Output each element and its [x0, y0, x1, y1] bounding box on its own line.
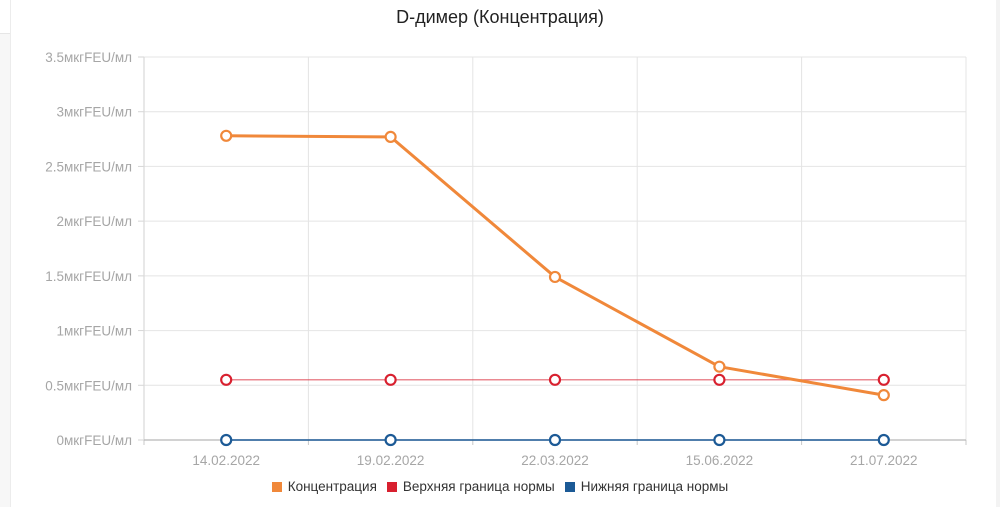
data-point-marker[interactable] — [713, 433, 726, 447]
data-point-marker[interactable] — [548, 433, 562, 447]
data-point-marker[interactable] — [713, 360, 726, 373]
x-tick-label: 14.02.2022 — [192, 453, 260, 468]
legend-swatch-icon — [271, 481, 282, 492]
x-tick-label: 21.07.2022 — [850, 453, 918, 468]
series-concentration — [220, 129, 890, 402]
chart-legend: Концентрация Верхняя граница нормы Нижняя … — [0, 479, 1000, 494]
data-point-marker[interactable] — [548, 373, 562, 386]
series-line — [226, 134, 885, 397]
data-point-marker[interactable] — [220, 129, 233, 142]
data-point-marker[interactable] — [384, 130, 397, 143]
series-upper-limit — [220, 373, 890, 386]
legend-label: Нижняя граница нормы — [580, 479, 729, 494]
series-lower-limit — [220, 433, 890, 447]
y-tick-label: 2мкгFEU/мл — [56, 214, 132, 229]
data-point-marker[interactable] — [548, 270, 562, 284]
data-point-marker[interactable] — [220, 433, 233, 447]
legend-swatch-icon — [564, 481, 575, 492]
y-tick-label: 0.5мкгFEU/мл — [45, 378, 132, 393]
y-tick-label: 0мкгFEU/мл — [56, 433, 132, 448]
data-point-marker[interactable] — [877, 433, 890, 447]
legend-swatch-icon — [386, 481, 397, 492]
data-point-marker[interactable] — [384, 433, 397, 447]
data-point-marker[interactable] — [384, 373, 397, 386]
left-panel-edge — [0, 0, 11, 507]
data-point-marker[interactable] — [220, 373, 233, 386]
left-panel-header-edge — [0, 0, 10, 34]
y-tick-label: 3мкгFEU/мл — [56, 105, 132, 120]
legend-item-lower-limit[interactable]: Нижняя граница нормы — [564, 479, 729, 494]
right-panel-edge — [996, 0, 1000, 507]
legend-item-upper-limit[interactable]: Верхняя граница нормы — [386, 479, 555, 494]
data-point-marker[interactable] — [713, 373, 726, 386]
x-tick-label: 22.03.2022 — [521, 453, 589, 468]
data-point-marker[interactable] — [877, 389, 890, 402]
legend-label: Верхняя граница нормы — [402, 479, 555, 494]
y-tick-label: 2.5мкгFEU/мл — [45, 159, 132, 174]
y-tick-label: 3.5мкгFEU/мл — [45, 50, 132, 65]
y-tick-label: 1.5мкгFEU/мл — [45, 269, 132, 284]
x-tick-label: 15.06.2022 — [686, 453, 754, 468]
y-tick-label: 1мкгFEU/мл — [56, 324, 132, 339]
legend-item-concentration[interactable]: Концентрация — [271, 479, 377, 494]
data-point-marker[interactable] — [877, 373, 890, 386]
x-tick-label: 19.02.2022 — [357, 453, 425, 468]
legend-label: Концентрация — [287, 479, 377, 494]
grid: 0мкгFEU/мл 0.5мкгFEU/мл 1мкгFEU/мл 1.5мкгFE… — [45, 50, 967, 468]
chart-title: D-димер (Концентрация) — [396, 7, 604, 27]
